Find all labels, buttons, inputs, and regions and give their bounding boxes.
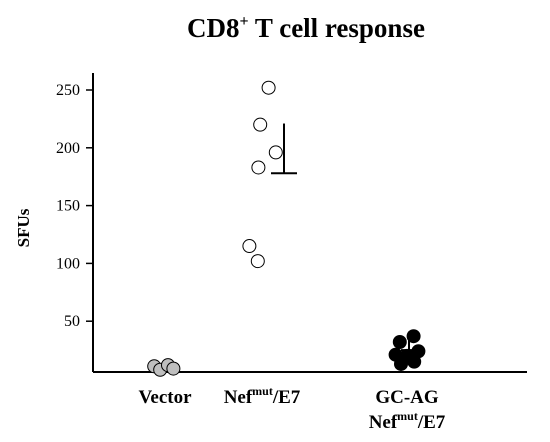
y-ticks: 50 100 150 200 250 (56, 82, 93, 330)
chart-title: CD8+ T cell response (187, 13, 425, 43)
y-tick-label: 250 (56, 82, 80, 99)
y-tick-label: 200 (56, 140, 80, 157)
data-point (392, 335, 407, 350)
data-point (406, 329, 421, 344)
x-category-label: Nefmut/E7 (369, 409, 446, 433)
data-points (147, 80, 426, 377)
data-point (268, 145, 283, 160)
data-point (407, 354, 422, 369)
data-point (250, 254, 265, 269)
data-point (251, 160, 266, 175)
error-bars (153, 123, 417, 367)
data-point (166, 361, 181, 376)
x-category-label: Nefmut/E7 (224, 384, 301, 408)
y-tick-label: 150 (56, 198, 80, 215)
x-category-label: Vector (138, 387, 192, 408)
y-tick-label: 100 (56, 255, 80, 272)
data-point (242, 239, 257, 254)
y-tick-label: 50 (64, 313, 80, 330)
data-point (394, 356, 408, 371)
x-category-label: GC-AG (375, 387, 439, 408)
y-axis-label: SFUs (14, 208, 33, 247)
data-point (261, 80, 276, 95)
data-point (253, 117, 268, 132)
